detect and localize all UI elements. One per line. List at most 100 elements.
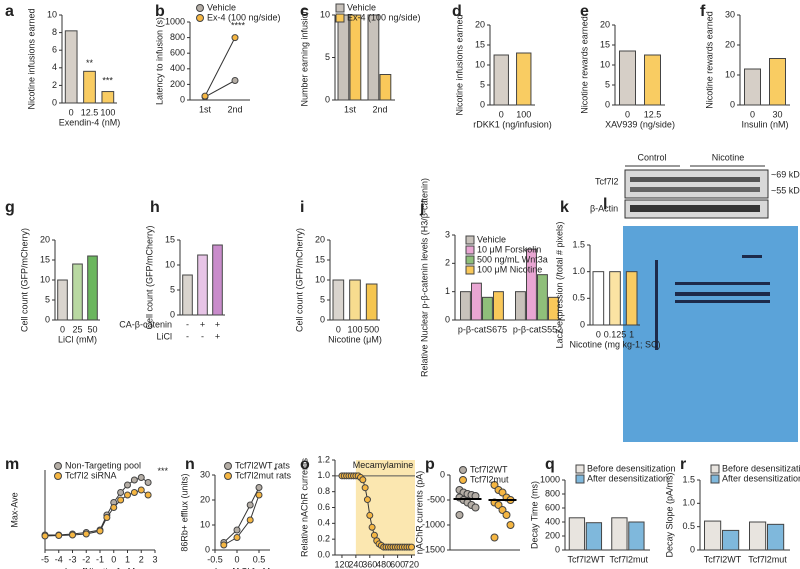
panel-letter: n [185,456,195,473]
legend-swatch [196,4,204,12]
point [471,503,480,512]
y-axis-label: Cell count (GFP/mCherry) [294,228,304,332]
annotation: Mecamylamine [353,460,414,470]
x-tick-label: 0 [60,324,65,334]
panel: g 0 5 10 15 20 0 25 50 Cell count (GFP/mCherry) Li… [5,199,100,344]
x-tick-label: 2nd [372,104,387,114]
x-tick-label: 100 [100,107,115,117]
y-tick-label: 2 [445,258,450,268]
bar [628,521,645,551]
y-axis-label: Nicotine infusions earned [454,14,464,115]
bands [630,177,760,212]
y-tick-label: 1000 [540,474,560,484]
y-axis-label: Latency to infusion (s) [154,17,164,105]
y-tick-label: 10 [725,69,735,79]
x-tick-label: 1 [125,554,130,564]
x-tick-label: 100 [516,109,531,119]
bar [182,274,193,316]
y-tick-label: 0 [605,99,610,109]
point [233,526,241,534]
legend-swatch [196,14,204,22]
x-tick-label: 3 [152,554,157,564]
y-tick-label: 10 [200,519,210,529]
y-tick-label: 20 [600,19,610,29]
panel-letter: j [419,199,424,216]
y-tick-label: 800 [170,32,185,42]
series-line [204,80,236,98]
western-blot: l Control Nicotine Tcf7l2 β-Actin ~69 kD… [590,152,800,442]
legend-label: Tcf7l2WT rats [235,460,290,470]
point [82,530,90,538]
legend-swatch [459,466,467,474]
x-tick-label: 1st [199,104,212,114]
x-tick-label: Tcf7l2mut [748,554,787,564]
x-axis-label: Nicotine (μM) [328,334,382,344]
bar [367,14,380,101]
y-tick-label: 1.5 [572,239,585,249]
bar [592,271,605,326]
bar [197,254,208,316]
bar [349,279,361,321]
x-tick-label: 100 [347,324,362,334]
legend-swatch [54,462,62,470]
y-tick-label: 20 [315,234,325,244]
point [137,474,145,481]
x-tick-label: 0 [596,329,601,339]
y-axis-label: nAChR currents (pA) [414,471,424,555]
bar [337,14,350,101]
bar [585,522,603,551]
y-tick-label: 0 [325,94,330,104]
bar [332,279,345,321]
x-tick-label: 1st [344,104,357,114]
x-tick-label: 0 [499,109,504,119]
x-axis-label: Insulin (nM) [741,119,788,129]
bar [349,14,362,101]
legend-label: Tcf7l2mut [470,474,509,484]
panel: r 0 0.5 1.0 1.5 Tcf7l2WT Tcf7l2mut Decay Slope … [664,456,800,564]
y-tick-label: 0.0 [317,549,330,559]
x-tick-label: p-β-catS675 [458,324,507,334]
point [124,481,131,489]
y-tick-label: 0.2 [317,534,330,544]
legend-label: 500 ng/mL Wnt3a [477,254,548,264]
point [231,34,239,42]
y-tick-label: 6 [52,45,57,55]
bar [611,517,628,551]
legend-label: Tcf7l2 siRNA [65,470,117,480]
legend-swatch [335,3,345,13]
x-tick-label: 0 [336,324,341,334]
x-tick-label: p-β-catS552 [513,324,562,334]
x-tick-label: 0 [69,107,74,117]
bar [769,58,786,106]
bar [72,263,83,321]
group-label: Nicotine [712,152,745,162]
point [144,479,152,486]
y-tick-label: 0 [555,544,560,554]
row-mark: + [215,331,220,341]
x-tick-label: 30 [772,109,782,119]
x-tick-label: 12.5 [644,109,662,119]
x-axis-label: Nicotine (mg kg-1; SC) [569,339,660,349]
point [130,476,138,484]
y-tick-label: 0 [205,544,210,554]
y-tick-label: 0 [440,469,445,479]
y-tick-label: -1500 [422,544,445,554]
x-tick-label: 0 [234,554,239,564]
point [220,541,228,549]
series-line [45,476,149,536]
y-tick-label: 0.5 [572,293,585,303]
legend-swatch [459,476,467,484]
x-tick-label: 0 [750,109,755,119]
row-mark: - [186,331,189,341]
point [137,486,145,494]
row-mark: - [186,319,189,329]
y-tick-label: 20 [475,19,485,29]
y-tick-label: 10 [320,9,330,19]
y-tick-label: 0 [45,314,50,324]
y-tick-label: 0 [170,309,175,319]
point [110,504,118,511]
point [130,489,138,496]
annotation: **** [231,20,246,30]
